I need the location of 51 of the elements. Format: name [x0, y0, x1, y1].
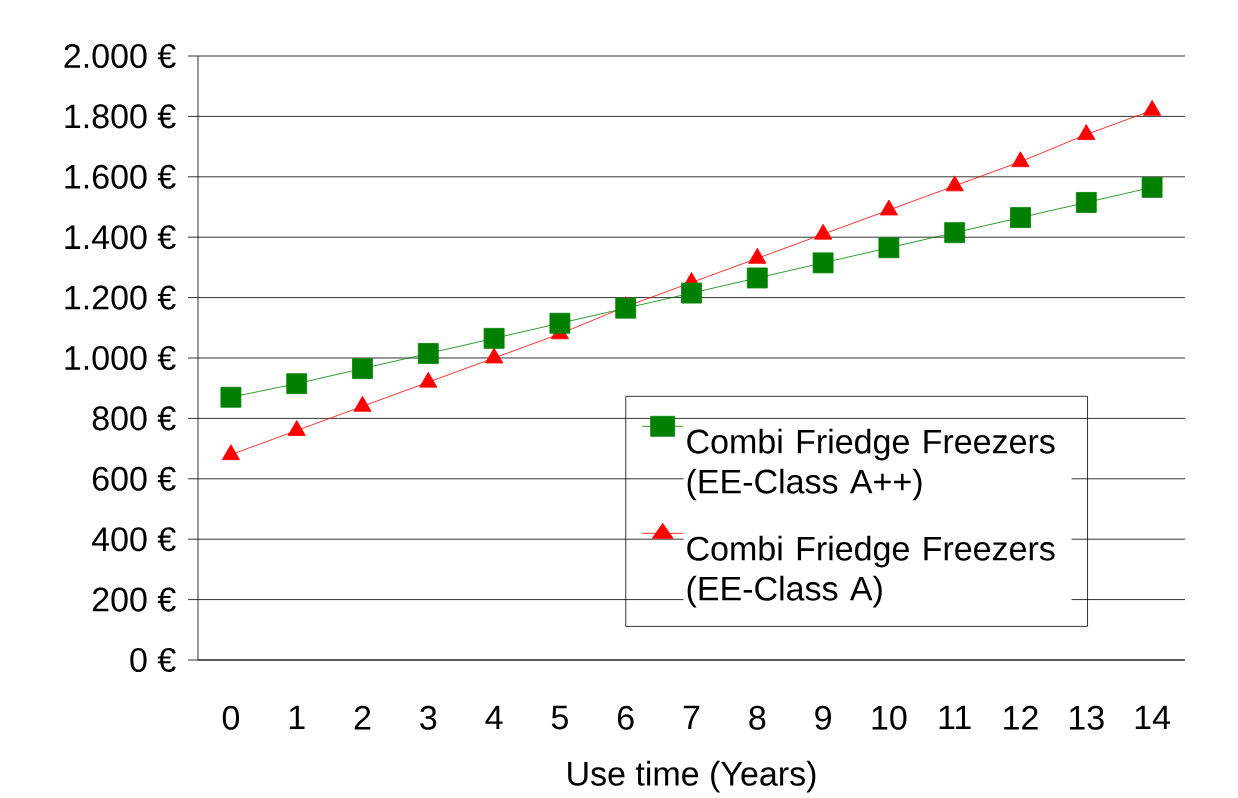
- x-tick-label: 3: [420, 705, 437, 730]
- x-tick-label: 11: [939, 705, 971, 730]
- point: [814, 223, 833, 240]
- y-tick-label: 600 €: [92, 466, 176, 491]
- x-tick-label: 6: [617, 705, 634, 730]
- point: [945, 175, 964, 192]
- x-tick-label: 2: [354, 705, 371, 730]
- x-tick-label: 12: [1004, 705, 1038, 730]
- point: [417, 343, 439, 364]
- point: [220, 386, 242, 408]
- x-tick-label: 8: [749, 705, 766, 730]
- y-tick-label: 2.000 €: [64, 43, 176, 69]
- point: [352, 358, 373, 379]
- y-tick-label: 1.400 €: [65, 225, 176, 250]
- y-tick-label: 200 €: [92, 587, 176, 612]
- x-axis-title: Use time (Years): [568, 760, 816, 793]
- x-tick-label: 5: [551, 705, 568, 730]
- point: [681, 282, 702, 304]
- x-tick-label: 7: [683, 705, 700, 730]
- point: [1011, 151, 1030, 168]
- x-tick-label: 14: [1135, 705, 1170, 730]
- y-tick-label: 1.000 €: [65, 345, 176, 371]
- legend-label: Combi Friedge Freezers (EE-Class A++): [687, 428, 1055, 501]
- x-tick-label: 4: [485, 705, 503, 730]
- y-tick-label: 1.800 €: [65, 104, 176, 129]
- y-tick-label: 1.600 €: [65, 164, 176, 189]
- x-tick-label: 13: [1069, 705, 1104, 730]
- point: [1077, 124, 1096, 140]
- y-tick-label: 800 €: [92, 406, 176, 431]
- point: [944, 222, 966, 244]
- point: [1143, 99, 1162, 116]
- y-tick-label: 1.200 €: [65, 285, 176, 310]
- legend-label: Combi Friedge Freezers (EE-Class A): [687, 535, 1055, 608]
- point: [812, 252, 834, 274]
- point: [1075, 192, 1097, 213]
- point: [286, 373, 308, 395]
- x-tick-label: 0: [222, 705, 240, 730]
- point: [483, 327, 505, 349]
- point: [615, 297, 637, 319]
- x-tick-label: 10: [872, 705, 907, 730]
- point: [1010, 207, 1031, 228]
- point: [1141, 176, 1163, 198]
- x-tick-label: 1: [289, 705, 305, 730]
- point: [879, 199, 898, 216]
- x-tick-label: 9: [815, 705, 831, 730]
- point: [549, 312, 571, 334]
- y-tick-label: 0 €: [130, 647, 176, 673]
- point: [746, 267, 768, 289]
- point: [878, 237, 900, 259]
- y-tick-label: 400 €: [91, 527, 176, 552]
- point: [748, 247, 767, 264]
